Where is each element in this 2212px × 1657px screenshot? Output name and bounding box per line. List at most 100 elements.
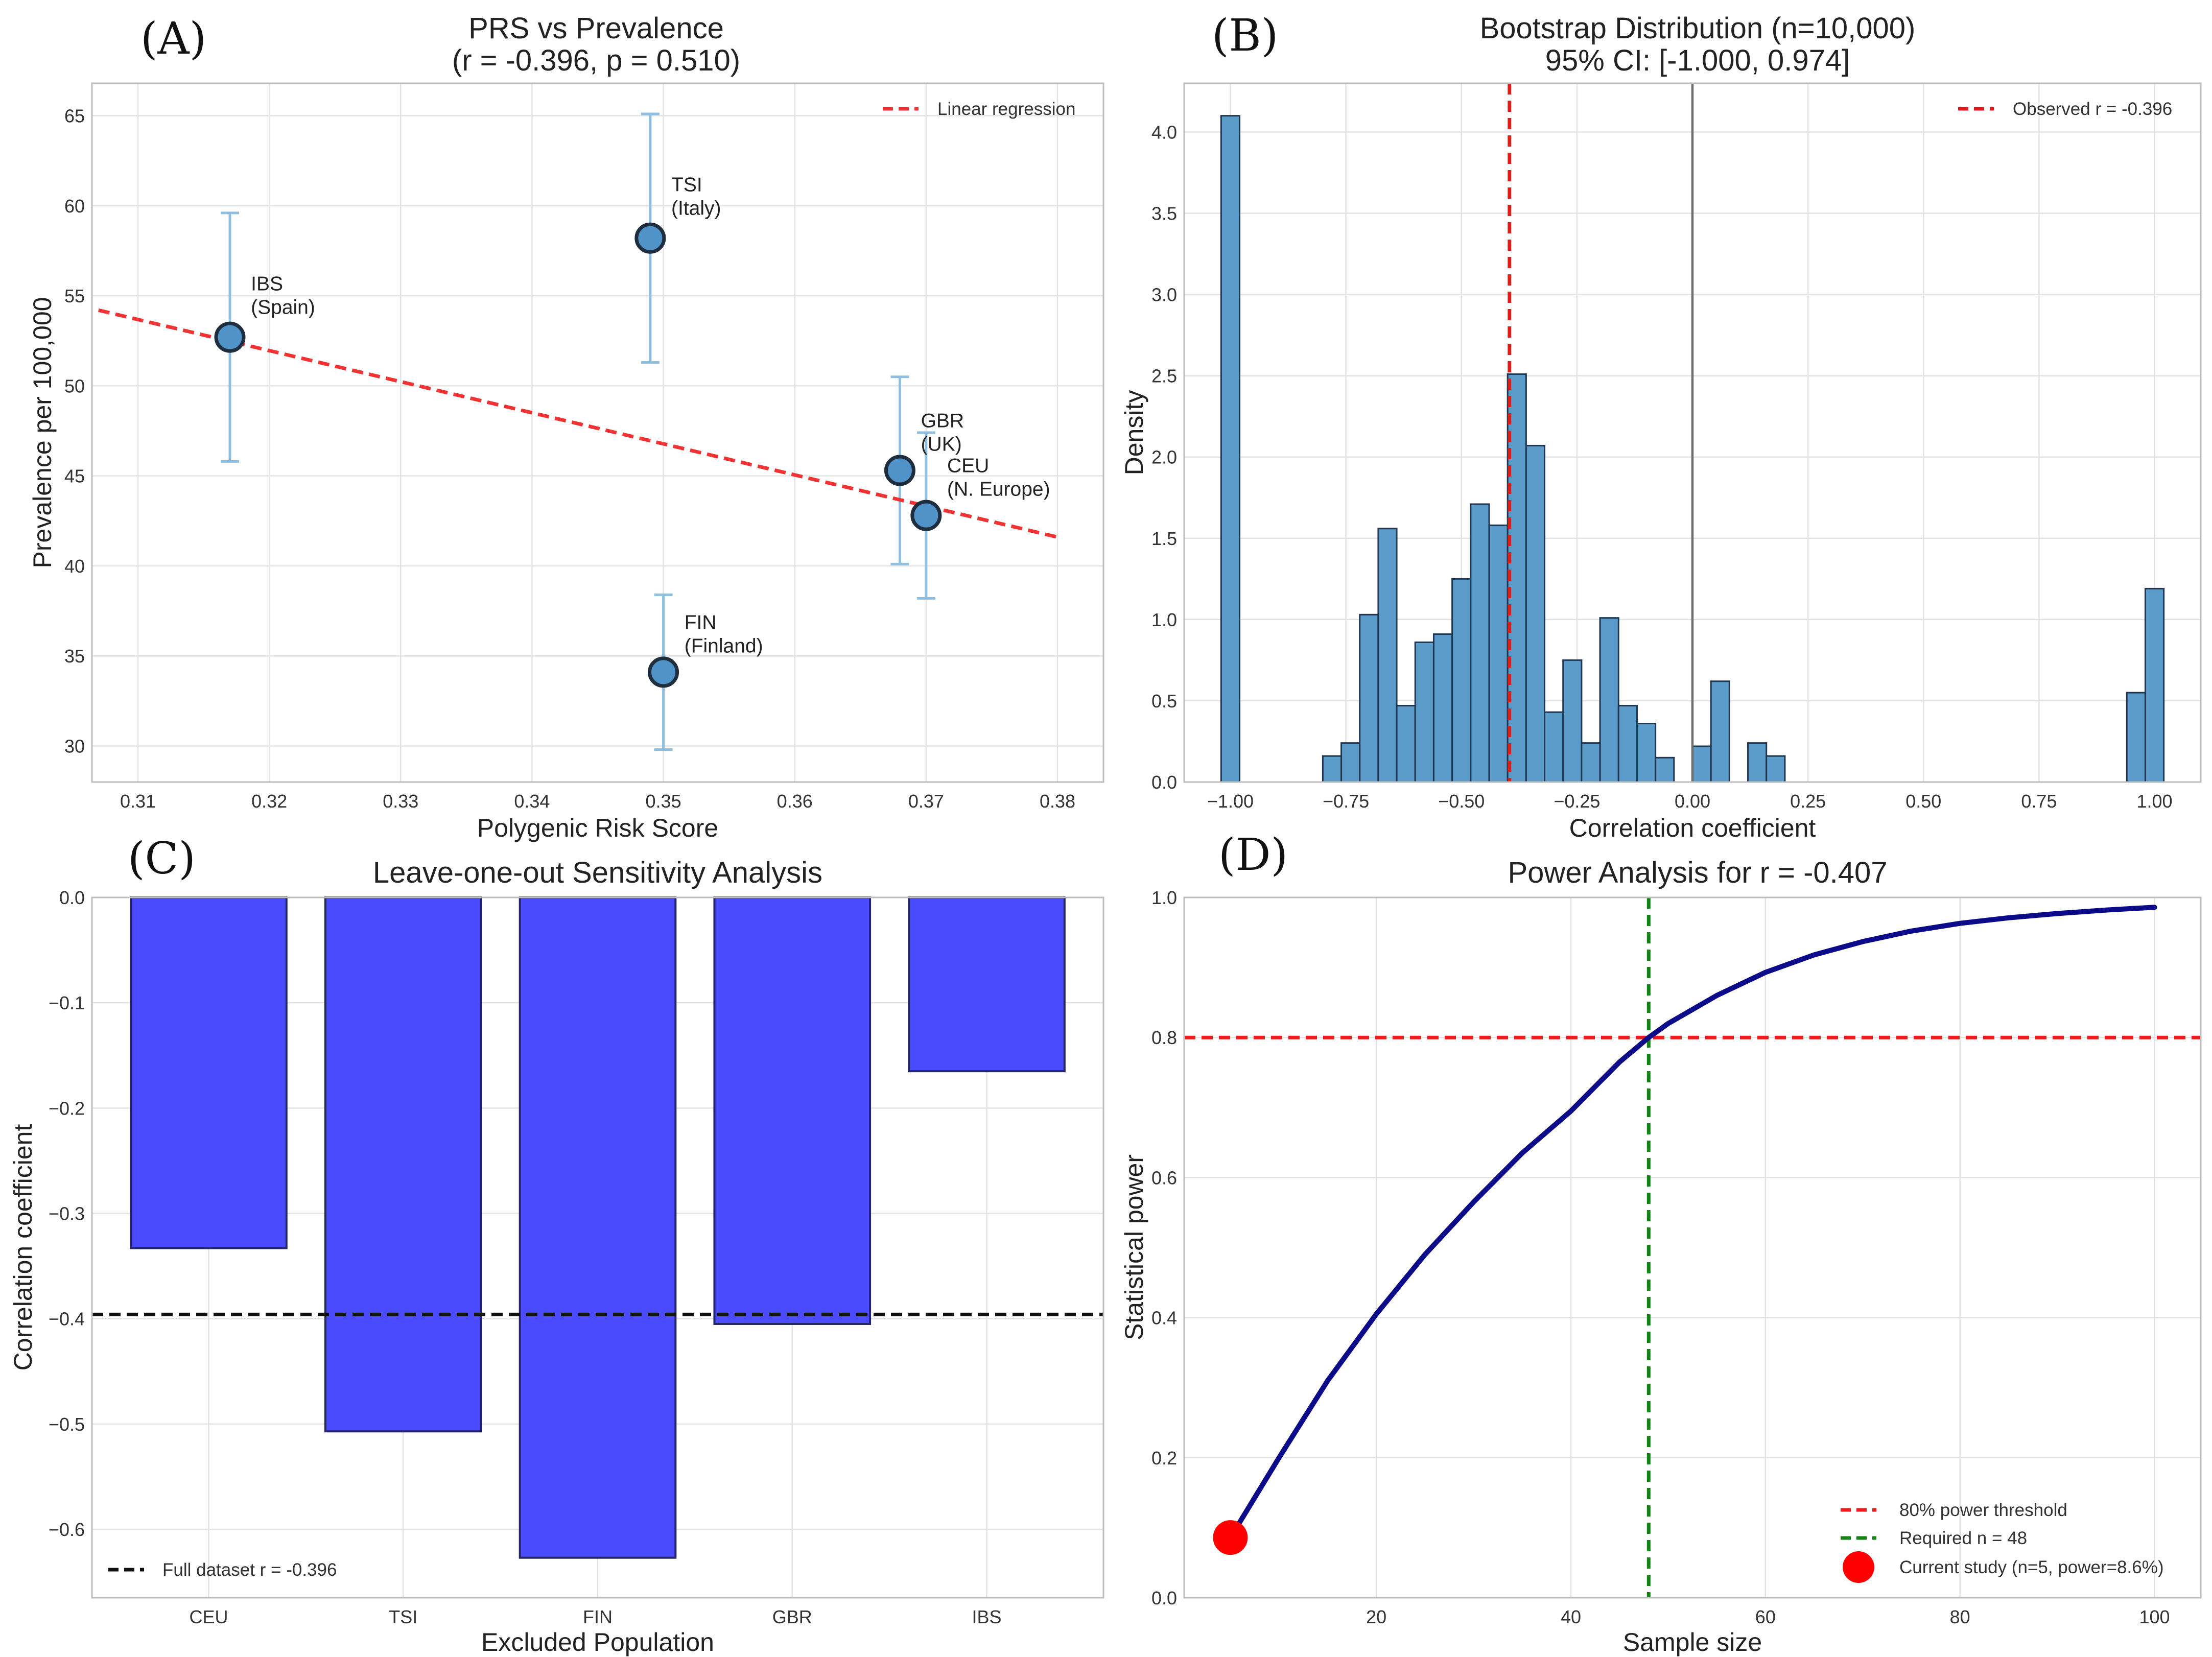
histogram-bin	[1525, 444, 1546, 783]
b-y-tick-label: 1.5	[1151, 528, 1177, 549]
histogram-bin	[1691, 745, 1712, 783]
b-x-tick-label: 0.25	[1790, 791, 1826, 812]
a-y-tick-label: 65	[64, 105, 85, 126]
panel-b-frame	[1183, 82, 2202, 783]
panel-b-ylabel: Density	[1120, 390, 1148, 476]
legend-current-swatch	[1843, 1551, 1874, 1583]
bar-fin	[519, 896, 677, 1559]
panel-a-subtitle: (r = -0.396, p = 0.510)	[452, 44, 740, 77]
a-y-tick-label: 40	[64, 556, 85, 577]
a-x-tick-label: 0.37	[908, 791, 944, 812]
a-y-tick-label: 50	[64, 375, 85, 396]
c-y-tick-label: −0.3	[49, 1203, 85, 1224]
bar-ceu	[130, 896, 288, 1249]
a-x-tick-label: 0.36	[777, 791, 813, 812]
panel-c-y-ticks: 0.0 −0.1 −0.2 −0.3 −0.4 −0.5 −0.6	[49, 887, 85, 1540]
point-tsi	[634, 222, 666, 254]
b-y-tick-label: 2.0	[1151, 447, 1177, 468]
a-y-tick-label: 60	[64, 196, 85, 217]
point-label-region-gbr: (UK)	[921, 433, 962, 455]
a-y-tick-label: 45	[64, 466, 85, 487]
panel-d-frame	[1183, 896, 2202, 1599]
panel-c: (C) Leave-one-out Sensitivity Analysis C…	[9, 833, 1104, 1656]
panel-b-legend: Observed r = -0.396	[1958, 99, 2172, 119]
legend-current-label: Current study (n=5, power=8.6%)	[1899, 1557, 2163, 1577]
a-x-tick-label: 0.32	[251, 791, 287, 812]
panel-c-frame	[91, 896, 1104, 1599]
histogram-bin	[1544, 711, 1564, 783]
a-x-tick-label: 0.35	[646, 791, 681, 812]
c-y-tick-label: 0.0	[59, 887, 85, 908]
panel-b-letter: (B)	[1212, 10, 1278, 61]
c-x-tick-label: TSI	[389, 1606, 417, 1627]
a-x-tick-label: 0.38	[1040, 791, 1075, 812]
histogram-bin	[2144, 587, 2165, 783]
panel-d-gridlines	[1184, 896, 2201, 1599]
panel-c-x-ticks: CEU TSI FIN GBR IBS	[189, 1606, 1001, 1627]
panel-a-ylabel: Prevalence per 100,000	[28, 297, 57, 569]
histogram-bin	[1414, 641, 1434, 783]
panel-c-ylabel: Correlation coefficient	[9, 1124, 37, 1371]
point-label-region-fin: (Finland)	[685, 635, 763, 657]
b-x-tick-label: −1.00	[1207, 791, 1254, 812]
panel-d-xlabel: Sample size	[1623, 1628, 1762, 1656]
current-study-point	[1213, 1520, 1248, 1555]
panel-a-point-labels: IBS(Spain) TSI(Italy) GBR(UK)CEU(N. Europe…	[251, 174, 1050, 657]
point-label-region-ibs: (Spain)	[251, 296, 315, 318]
histogram-bin	[1396, 704, 1416, 783]
panel-c-title: Leave-one-out Sensitivity Analysis	[373, 856, 822, 889]
regression-line	[98, 308, 1058, 539]
histogram-bin	[1766, 755, 1786, 783]
b-y-tick-label: 0.0	[1151, 772, 1177, 793]
d-x-tick-label: 100	[2139, 1606, 2170, 1627]
a-y-tick-label: 35	[64, 646, 85, 667]
panel-b-title: Bootstrap Distribution (n=10,000)	[1480, 12, 1916, 45]
bar-tsi	[324, 896, 482, 1433]
panel-b: (B) Bootstrap Distribution (n=10,000) 95…	[1120, 10, 2202, 842]
histogram-bin	[1710, 680, 1730, 783]
d-y-tick-label: 0.4	[1151, 1308, 1177, 1329]
point-label-tsi: TSI	[671, 174, 702, 196]
panel-d-y-ticks: 0.0 0.2 0.4 0.6 0.8 1.0	[1151, 887, 1177, 1608]
power-curve	[1228, 905, 2157, 1541]
histogram-bin	[1747, 742, 1768, 783]
a-x-tick-label: 0.33	[383, 791, 418, 812]
panel-d-x-ticks: 20 40 60 80 100	[1366, 1606, 2170, 1627]
histogram-bin	[1562, 659, 1583, 783]
a-y-tick-label: 30	[64, 736, 85, 756]
panel-d-ylabel: Statistical power	[1120, 1154, 1148, 1340]
panel-c-xlabel: Excluded Population	[481, 1628, 714, 1656]
d-x-tick-label: 20	[1366, 1606, 1386, 1627]
c-x-tick-label: CEU	[189, 1606, 228, 1627]
bar-gbr	[713, 896, 872, 1325]
panel-c-letter: (C)	[128, 833, 196, 884]
panel-c-legend: Full dataset r = -0.396	[108, 1560, 337, 1580]
panel-a-errorbars	[221, 112, 935, 751]
b-x-tick-label: 0.75	[2021, 791, 2057, 812]
histogram-bin	[1451, 578, 1472, 783]
legend-regression-label: Linear regression	[937, 99, 1075, 119]
panel-a-xlabel: Polygenic Risk Score	[477, 814, 718, 842]
c-x-tick-label: GBR	[772, 1606, 812, 1627]
b-y-tick-label: 3.0	[1151, 285, 1177, 305]
d-x-tick-label: 40	[1561, 1606, 1581, 1627]
b-x-tick-label: 0.00	[1675, 791, 1710, 812]
a-x-tick-label: 0.31	[120, 791, 156, 812]
c-y-tick-label: −0.5	[49, 1414, 85, 1435]
d-y-tick-label: 0.6	[1151, 1167, 1177, 1188]
panel-d: (D) Power Analysis for r = -0.407 20 40 60…	[1120, 830, 2202, 1656]
d-y-tick-label: 0.0	[1151, 1588, 1177, 1608]
b-y-tick-label: 4.0	[1151, 122, 1177, 143]
legend-full-dataset-label: Full dataset r = -0.396	[162, 1560, 337, 1580]
point-ceu	[910, 500, 942, 531]
point-label-region-ceu: (N. Europe)	[947, 479, 1050, 501]
c-y-tick-label: −0.6	[49, 1519, 85, 1540]
panel-b-subtitle: 95% CI: [-1.000, 0.974]	[1545, 44, 1850, 77]
c-x-tick-label: IBS	[972, 1606, 1002, 1627]
b-y-tick-label: 3.5	[1151, 203, 1177, 224]
panel-a-x-ticks: 0.31 0.32 0.33 0.34 0.35 0.36 0.37 0.38	[120, 791, 1075, 812]
a-y-tick-label: 55	[64, 286, 85, 306]
bar-ibs	[908, 896, 1066, 1073]
point-gbr	[884, 455, 915, 486]
